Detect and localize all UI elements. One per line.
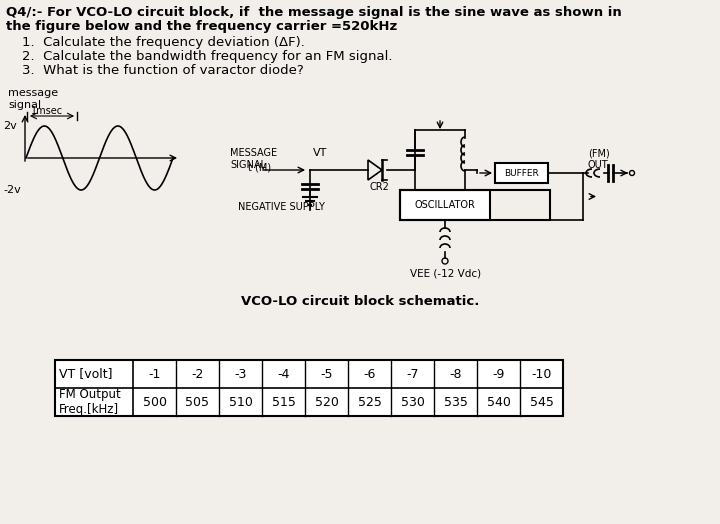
Text: 3.  What is the function of varactor diode?: 3. What is the function of varactor diod… [22, 64, 304, 77]
Text: VT: VT [313, 148, 328, 158]
Text: -10: -10 [531, 367, 552, 380]
Text: 505: 505 [186, 396, 210, 409]
Text: 515: 515 [271, 396, 295, 409]
Text: VCO-LO circuit block schematic.: VCO-LO circuit block schematic. [240, 295, 480, 308]
Text: -2v: -2v [3, 185, 21, 195]
Text: 525: 525 [358, 396, 382, 409]
Text: t (M): t (M) [248, 162, 271, 172]
Text: CR2: CR2 [370, 182, 390, 192]
Text: VEE (-12 Vdc): VEE (-12 Vdc) [410, 268, 481, 278]
Text: FM Output
Freq.[kHz]: FM Output Freq.[kHz] [59, 388, 121, 416]
Text: 535: 535 [444, 396, 467, 409]
Text: -1: -1 [148, 367, 161, 380]
Text: (FM)
OUT: (FM) OUT [588, 148, 610, 170]
Bar [400, 190, 490, 220]
Text: the figure below and the frequency carrier =520kHz: the figure below and the frequency carri… [6, 20, 397, 33]
Text: -2: -2 [192, 367, 204, 380]
Bar [495, 163, 548, 183]
Text: 500: 500 [143, 396, 166, 409]
Text: -5: -5 [320, 367, 333, 380]
Text: 540: 540 [487, 396, 510, 409]
Text: 520: 520 [315, 396, 338, 409]
Bar [400, 190, 550, 220]
Text: 1msec: 1msec [31, 106, 63, 116]
Text: -9: -9 [492, 367, 505, 380]
Text: -4: -4 [277, 367, 289, 380]
Text: OSCILLATOR: OSCILLATOR [415, 200, 475, 210]
Text: -6: -6 [364, 367, 376, 380]
Text: -7: -7 [406, 367, 419, 380]
Text: NEGATIVE SUPPLY: NEGATIVE SUPPLY [238, 202, 325, 212]
Text: 545: 545 [530, 396, 554, 409]
Text: message
signal: message signal [8, 88, 58, 110]
Text: 530: 530 [400, 396, 424, 409]
Text: 2v: 2v [3, 121, 17, 131]
Text: BUFFER: BUFFER [504, 169, 539, 178]
Text: 1.  Calculate the frequency deviation (ΔF).: 1. Calculate the frequency deviation (ΔF… [22, 36, 305, 49]
Bar [55, 360, 563, 416]
Text: -3: -3 [234, 367, 247, 380]
Text: MESSAGE
SIGNAL: MESSAGE SIGNAL [230, 148, 277, 170]
Text: VT [volt]: VT [volt] [59, 367, 112, 380]
Text: -8: -8 [449, 367, 462, 380]
Text: 510: 510 [228, 396, 253, 409]
Text: 2.  Calculate the bandwidth frequency for an FM signal.: 2. Calculate the bandwidth frequency for… [22, 50, 392, 63]
Text: Q4/:- For VCO-LO circuit block, if  the message signal is the sine wave as shown: Q4/:- For VCO-LO circuit block, if the m… [6, 6, 622, 19]
